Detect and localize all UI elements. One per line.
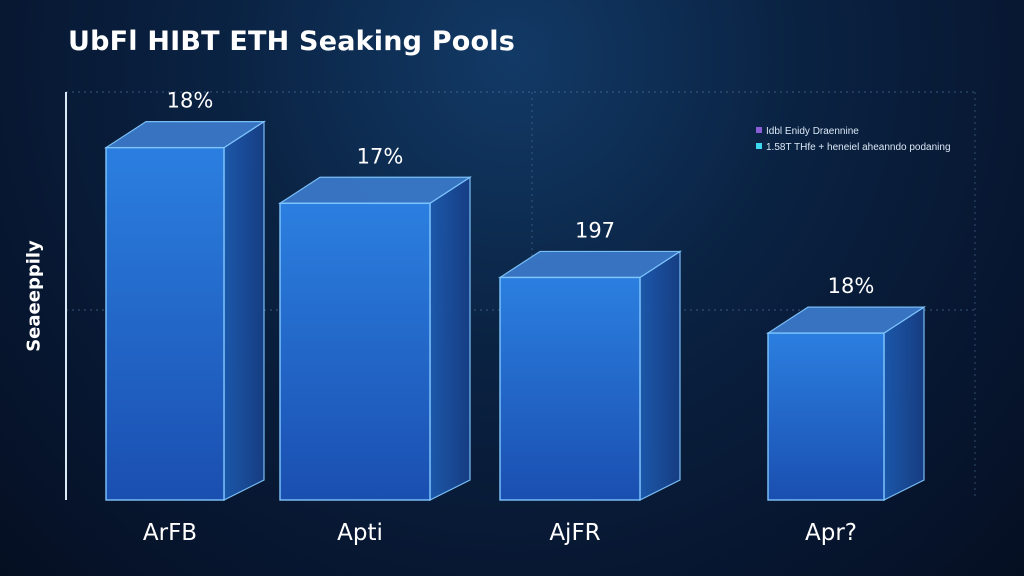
legend: Idbl Enidy Draennine 1.58T THfe + heneiel… (756, 126, 951, 153)
category-label: AjFR (549, 520, 600, 546)
category-label: ArFB (143, 520, 197, 546)
bar-side (639, 250, 681, 501)
value-label: 197 (575, 218, 615, 242)
bars (103, 120, 927, 501)
legend-label: Idbl Enidy Draennine (766, 126, 859, 137)
bar-side (429, 176, 471, 501)
bar-3 (497, 250, 683, 501)
bar-4 (765, 305, 927, 501)
legend-item: 1.58T THfe + heneiel aheanndo podaning (756, 142, 951, 153)
value-label: 18% (828, 274, 875, 298)
bar-front (279, 202, 431, 501)
bar-front (105, 146, 225, 501)
bar-front (767, 332, 885, 501)
bar-side (223, 120, 265, 501)
value-label: 18% (167, 89, 214, 113)
bar-1 (103, 120, 267, 501)
bar-2 (277, 176, 473, 501)
legend-swatch (756, 127, 762, 133)
labels: 18% ArFB 17% Apti 197 AjFR 18% Apr? (143, 89, 874, 546)
bar-side (883, 305, 925, 501)
legend-label: 1.58T THfe + heneiel aheanndo podaning (766, 142, 951, 153)
category-label: Apr? (805, 520, 857, 546)
bar-front (499, 276, 641, 501)
legend-swatch (756, 143, 762, 149)
chart-title: UbFl HIBT ETH Seaking Pools (68, 26, 515, 57)
legend-item: Idbl Enidy Draennine (756, 126, 859, 137)
value-label: 17% (357, 144, 404, 168)
category-label: Apti (337, 520, 383, 546)
